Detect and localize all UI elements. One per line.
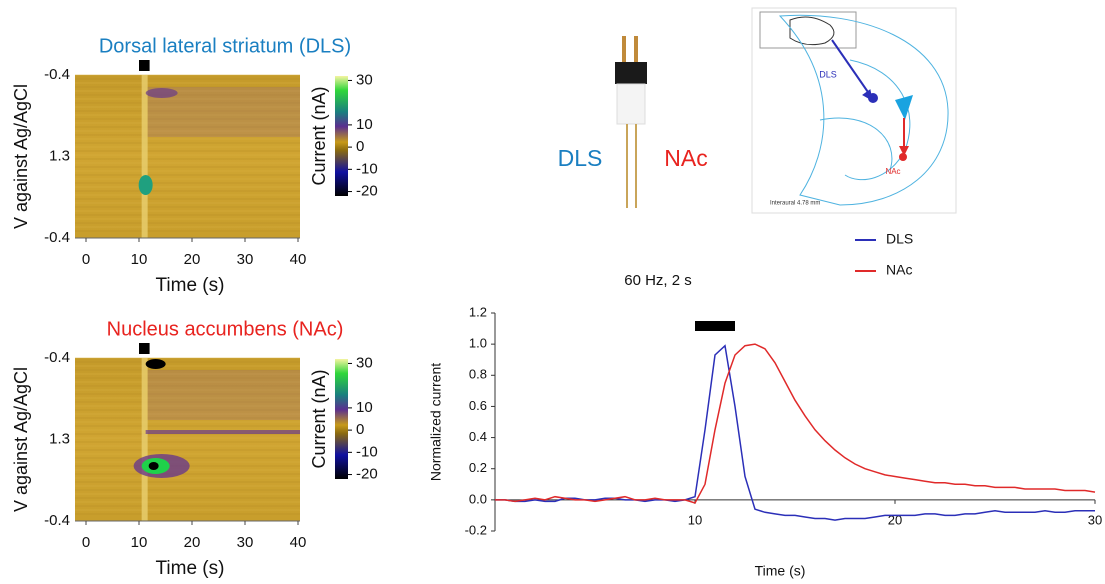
x-tick-label: 0 [82,251,90,268]
colorbar-tick-label: 10 [356,116,373,133]
y-tick-label: -0.4 [44,229,70,246]
colorbar-label: Current (nA) [309,369,329,468]
x-axis-label: Time (s) [755,563,806,579]
chart-title: Dorsal lateral striatum (DLS) [99,35,351,57]
y-axis-label: V against Ag/AgCl [11,84,31,229]
y-axis-label: Normalized current [428,363,444,481]
colorbar-tick-label: -10 [356,160,378,177]
colorbar-tick-label: -20 [356,183,378,200]
heatmap-artifact [141,75,148,238]
y-tick-label: -0.4 [44,512,70,529]
heatmap-blob [148,462,159,470]
y-tick-label: 1.2 [469,304,487,319]
x-tick-label: 20 [184,251,201,268]
electrode-label: DLS [558,145,603,171]
y-tick-label: 0.6 [469,398,487,413]
atlas [751,7,957,214]
heatmap-blob [145,88,178,98]
data-line [495,344,1095,521]
y-tick-label: 0.2 [469,460,487,475]
x-tick-label: 30 [237,534,254,551]
x-tick-label: 10 [688,512,702,527]
x-tick-label: 40 [290,251,307,268]
x-axis-label: Time (s) [156,275,225,296]
stimulus-bar [695,321,735,331]
x-tick-label: 0 [82,534,90,551]
colorbar-tick-label: 0 [356,421,364,438]
electrode-label: NAc [664,145,707,171]
y-tick-label: 0.0 [469,491,487,506]
atlas-caption: Interaural 4.78 mm [770,201,820,207]
chart-title: 60 Hz, 2 s [624,272,692,289]
heatmap-shade [147,370,300,420]
heatmap-blob [145,359,166,369]
chart-title: Nucleus accumbens (NAc) [107,318,344,340]
y-tick-label: 0.8 [469,367,487,382]
colorbar [335,359,348,479]
y-tick-label: 1.3 [49,430,70,447]
x-tick-label: 40 [290,534,307,551]
heatmap-band [145,430,300,434]
colorbar-tick-label: 0 [356,138,364,155]
colorbar-tick-label: 30 [356,71,373,88]
y-tick-label: 1.0 [469,336,487,351]
legend-label: DLS [886,231,913,247]
x-tick-label: 30 [1088,512,1102,527]
heatmap-blob [138,175,153,195]
y-tick-label: -0.2 [465,522,487,537]
y-tick-label: -0.4 [44,66,70,83]
colorbar-tick-label: 10 [356,399,373,416]
y-tick-label: -0.4 [44,349,70,366]
x-tick-label: 10 [131,534,148,551]
x-tick-label: 20 [184,534,201,551]
legend-label: NAc [886,262,912,278]
heatmap-artifact [141,358,148,521]
colorbar-tick-label: 30 [356,354,373,371]
stimulus-bar [139,60,150,71]
x-tick-label: 30 [237,251,254,268]
y-tick-label: 0.4 [469,429,487,444]
y-axis-label: V against Ag/AgCl [11,367,31,512]
colorbar-label: Current (nA) [309,86,329,185]
data-line [495,343,1096,504]
electrode [615,36,647,208]
colorbar [335,76,348,196]
atlas-label: DLS [819,69,837,79]
colorbar-tick-label: -20 [356,466,378,483]
atlas-label: NAc [885,167,900,176]
y-tick-label: 1.3 [49,147,70,164]
x-axis-label: Time (s) [156,558,225,579]
stimulus-bar [139,343,150,354]
colorbar-tick-label: -10 [356,443,378,460]
x-tick-label: 10 [131,251,148,268]
x-tick-label: 20 [888,512,902,527]
